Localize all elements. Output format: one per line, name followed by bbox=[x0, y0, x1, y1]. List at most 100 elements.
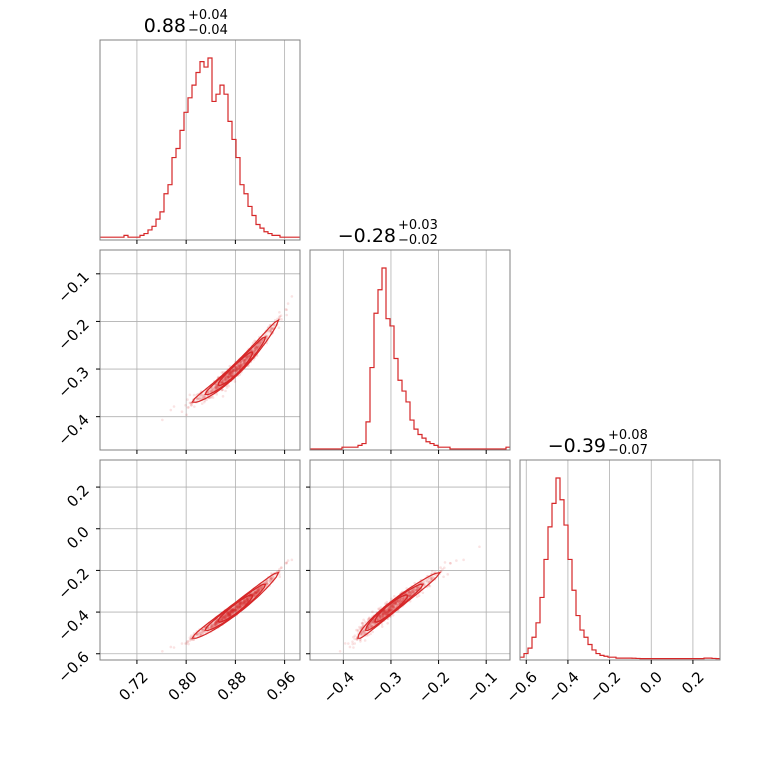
scatter-point bbox=[234, 366, 238, 369]
scatter-point bbox=[355, 628, 358, 632]
scatter-point bbox=[361, 621, 365, 625]
scatter-point bbox=[238, 602, 242, 605]
scatter-point bbox=[238, 606, 241, 609]
scatter-point bbox=[386, 609, 390, 613]
scatter-point bbox=[423, 583, 426, 587]
scatter-point bbox=[412, 589, 415, 593]
scatter-point bbox=[254, 591, 257, 594]
scatter-point bbox=[229, 610, 233, 614]
scatter-point bbox=[394, 601, 398, 605]
contour-level-3 bbox=[217, 351, 254, 387]
scatter-point bbox=[252, 591, 256, 594]
scatter-point bbox=[187, 642, 190, 646]
scatter-point bbox=[234, 609, 238, 612]
scatter-point bbox=[396, 600, 400, 603]
scatter-point bbox=[234, 370, 238, 374]
scatter-point bbox=[238, 363, 241, 367]
scatter-point bbox=[238, 604, 242, 608]
scatter-point bbox=[243, 598, 246, 602]
scatter-point bbox=[220, 388, 224, 392]
scatter-point bbox=[221, 615, 225, 619]
scatter-point bbox=[236, 605, 239, 609]
scatter-point bbox=[223, 376, 227, 379]
scatter-point bbox=[401, 598, 405, 601]
scatter-point bbox=[203, 627, 206, 630]
scatter-point bbox=[430, 569, 434, 573]
scatter-point bbox=[383, 612, 386, 615]
scatter-point bbox=[235, 369, 238, 372]
scatter-point bbox=[394, 602, 397, 606]
scatter-point bbox=[390, 606, 394, 609]
scatter-point bbox=[386, 610, 389, 614]
scatter-point bbox=[221, 388, 224, 392]
scatter-point bbox=[210, 390, 213, 393]
scatter-point bbox=[224, 614, 227, 618]
x-tick-label-param-2: −0.2 bbox=[415, 668, 453, 706]
scatter-point bbox=[232, 608, 235, 612]
scatter-point bbox=[230, 608, 234, 611]
scatter-point bbox=[387, 606, 390, 609]
scatter-point bbox=[215, 622, 219, 625]
scatter-point bbox=[235, 365, 239, 369]
scatter-point bbox=[213, 622, 217, 626]
scatter-point bbox=[243, 361, 246, 365]
scatter-point bbox=[363, 632, 367, 635]
scatter-point bbox=[215, 621, 218, 624]
scatter-point bbox=[233, 380, 237, 383]
scatter-point bbox=[352, 646, 355, 649]
scatter-point bbox=[242, 363, 245, 366]
scatter-point bbox=[254, 591, 258, 594]
scatter-point bbox=[390, 604, 394, 608]
title-minus-param-3: −0.07 bbox=[608, 443, 648, 458]
scatter-point bbox=[242, 603, 245, 606]
scatter-point bbox=[201, 628, 205, 632]
scatter-point bbox=[258, 587, 261, 590]
scatter-point bbox=[229, 609, 232, 613]
y-tick-label-param-3: 0.0 bbox=[63, 523, 93, 553]
scatter-point bbox=[227, 375, 231, 378]
scatter-point bbox=[243, 358, 247, 362]
scatter-point bbox=[406, 591, 410, 595]
scatter-point bbox=[368, 624, 372, 628]
scatter-point bbox=[264, 580, 268, 583]
scatter-point bbox=[255, 590, 259, 594]
scatter-point bbox=[410, 591, 414, 595]
scatter-point bbox=[246, 354, 250, 358]
title-minus-param-1: −0.04 bbox=[188, 23, 228, 38]
scatter-point bbox=[227, 613, 231, 616]
panel-frame-3-1 bbox=[99, 459, 301, 661]
scatter-point bbox=[227, 384, 231, 388]
scatter-point bbox=[379, 614, 382, 617]
scatter-point bbox=[232, 610, 235, 613]
x-tick-label-param-2: −0.3 bbox=[367, 668, 405, 706]
scatter-point bbox=[226, 614, 230, 618]
scatter-point bbox=[378, 615, 382, 619]
scatter-point bbox=[230, 372, 234, 376]
scatter-point bbox=[442, 575, 445, 579]
scatter-point bbox=[441, 567, 444, 571]
scatter-point bbox=[223, 616, 227, 620]
scatter-point bbox=[225, 375, 229, 379]
scatter-point bbox=[268, 329, 272, 332]
scatter-point bbox=[239, 606, 243, 609]
scatter-point bbox=[392, 605, 395, 608]
scatter-point bbox=[253, 592, 257, 596]
scatter-point bbox=[242, 600, 246, 604]
scatter-point bbox=[215, 620, 218, 624]
scatter-point bbox=[225, 611, 229, 615]
scatter-point bbox=[226, 611, 229, 615]
title-plus-param-1: +0.04 bbox=[188, 8, 228, 23]
scatter-point bbox=[210, 624, 214, 627]
scatter-point bbox=[362, 618, 365, 622]
scatter-point bbox=[387, 610, 391, 613]
scatter-point bbox=[220, 618, 223, 622]
scatter-point bbox=[343, 642, 347, 645]
scatter-point bbox=[381, 611, 385, 614]
scatter-point bbox=[227, 376, 231, 380]
scatter-point bbox=[235, 604, 239, 608]
scatter-point bbox=[244, 358, 247, 362]
scatter-point bbox=[228, 612, 232, 615]
scatter-point bbox=[226, 613, 229, 616]
scatter-point bbox=[238, 365, 241, 369]
scatter-point bbox=[254, 345, 257, 348]
